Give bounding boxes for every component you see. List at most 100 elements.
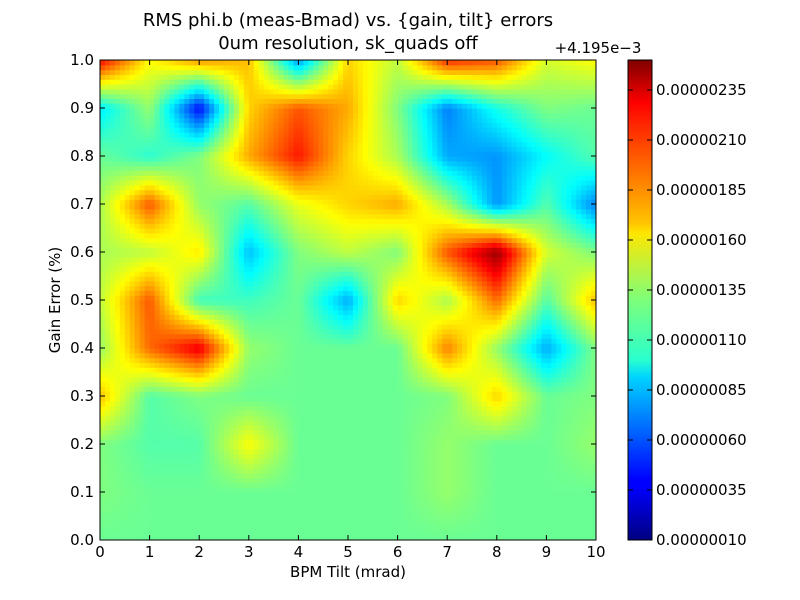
- contour-cell: [174, 525, 180, 531]
- contour-cell: [228, 492, 235, 498]
- contour-cell: [506, 352, 513, 359]
- contour-cell: [501, 367, 508, 373]
- contour-cell: [338, 376, 344, 383]
- contour-cell: [343, 501, 349, 507]
- contour-cell: [556, 338, 562, 344]
- contour-cell: [263, 487, 270, 493]
- contour-cell: [521, 453, 528, 459]
- contour-cell: [586, 511, 592, 517]
- contour-cell: [382, 300, 389, 306]
- contour-cell: [491, 400, 498, 407]
- contour-cell: [238, 434, 245, 440]
- contour-cell: [323, 511, 329, 517]
- contour-cell: [382, 468, 389, 474]
- contour-cell: [293, 343, 299, 349]
- contour-cell: [338, 506, 344, 512]
- contour-cell: [372, 324, 379, 330]
- contour-cell: [129, 444, 136, 450]
- contour-cell: [144, 343, 151, 349]
- contour-cell: [189, 463, 195, 469]
- contour-cell: [521, 338, 528, 344]
- contour-cell: [293, 328, 299, 335]
- contour-cell: [313, 352, 319, 359]
- contour-cell: [233, 501, 240, 507]
- contour-cell: [571, 367, 577, 373]
- contour-cell: [551, 444, 557, 450]
- contour-cell: [164, 391, 171, 397]
- contour-cell: [129, 400, 136, 407]
- contour-cell: [298, 328, 304, 335]
- contour-cell: [258, 487, 265, 493]
- contour-cell: [472, 439, 478, 445]
- contour-cell: [581, 468, 587, 474]
- contour-cell: [462, 381, 468, 387]
- contour-cell: [199, 319, 205, 325]
- contour-cell: [343, 396, 349, 402]
- contour-cell: [328, 348, 334, 354]
- contour-cell: [576, 501, 582, 507]
- contour-cell: [308, 357, 314, 363]
- contour-cell: [432, 338, 438, 344]
- contour-cell: [566, 520, 572, 527]
- contour-cell: [472, 343, 478, 349]
- contour-cell: [114, 444, 121, 450]
- contour-cell: [179, 487, 185, 493]
- contour-cell: [144, 300, 151, 306]
- contour-cell: [467, 482, 473, 488]
- contour-cell: [134, 348, 141, 354]
- contour-cell: [551, 429, 557, 435]
- contour-cell: [556, 391, 562, 397]
- contour-cell: [169, 391, 175, 397]
- contour-cell: [566, 376, 572, 383]
- contour-cell: [134, 405, 141, 411]
- contour-cell: [273, 333, 280, 339]
- contour-cell: [248, 492, 255, 498]
- contour-cell: [109, 458, 116, 464]
- contour-cell: [243, 410, 250, 416]
- contour-cell: [452, 448, 458, 455]
- contour-cell: [571, 376, 577, 383]
- contour-cell: [367, 530, 374, 536]
- contour-cell: [546, 328, 552, 335]
- contour-cell: [228, 357, 235, 363]
- contour-cell: [219, 516, 225, 522]
- contour-cell: [486, 410, 493, 416]
- contour-cell: [154, 458, 161, 464]
- contour-cell: [233, 381, 240, 387]
- contour-cell: [209, 300, 215, 306]
- contour-cell: [338, 324, 344, 330]
- contour-cell: [402, 511, 409, 517]
- contour-cell: [199, 530, 205, 536]
- contour-cell: [189, 453, 195, 459]
- contour-cell: [427, 468, 433, 474]
- contour-cell: [551, 477, 557, 483]
- contour-cell: [124, 396, 131, 402]
- contour-cell: [199, 487, 205, 493]
- contour-cell: [486, 405, 493, 411]
- contour-cell: [298, 343, 304, 349]
- contour-cell: [541, 463, 547, 469]
- contour-cell: [472, 319, 478, 325]
- contour-cell: [308, 511, 314, 517]
- contour-cell: [263, 434, 270, 440]
- contour-cell: [174, 492, 180, 498]
- contour-cell: [288, 492, 295, 498]
- contour-cell: [357, 530, 364, 536]
- contour-cell: [268, 477, 275, 483]
- contour-cell: [139, 444, 146, 450]
- contour-cell: [104, 434, 111, 440]
- contour-cell: [447, 410, 453, 416]
- contour-cell: [174, 391, 180, 397]
- contour-cell: [243, 496, 250, 503]
- contour-cell: [159, 343, 166, 349]
- contour-cell: [323, 343, 329, 349]
- contour-cell: [447, 434, 453, 440]
- contour-cell: [571, 328, 577, 335]
- contour-cell: [367, 362, 374, 368]
- contour-cell: [278, 468, 285, 474]
- contour-cell: [278, 463, 285, 469]
- contour-cell: [243, 386, 250, 392]
- contour-cell: [194, 300, 200, 306]
- contour-cell: [104, 328, 111, 335]
- contour-cell: [472, 324, 478, 330]
